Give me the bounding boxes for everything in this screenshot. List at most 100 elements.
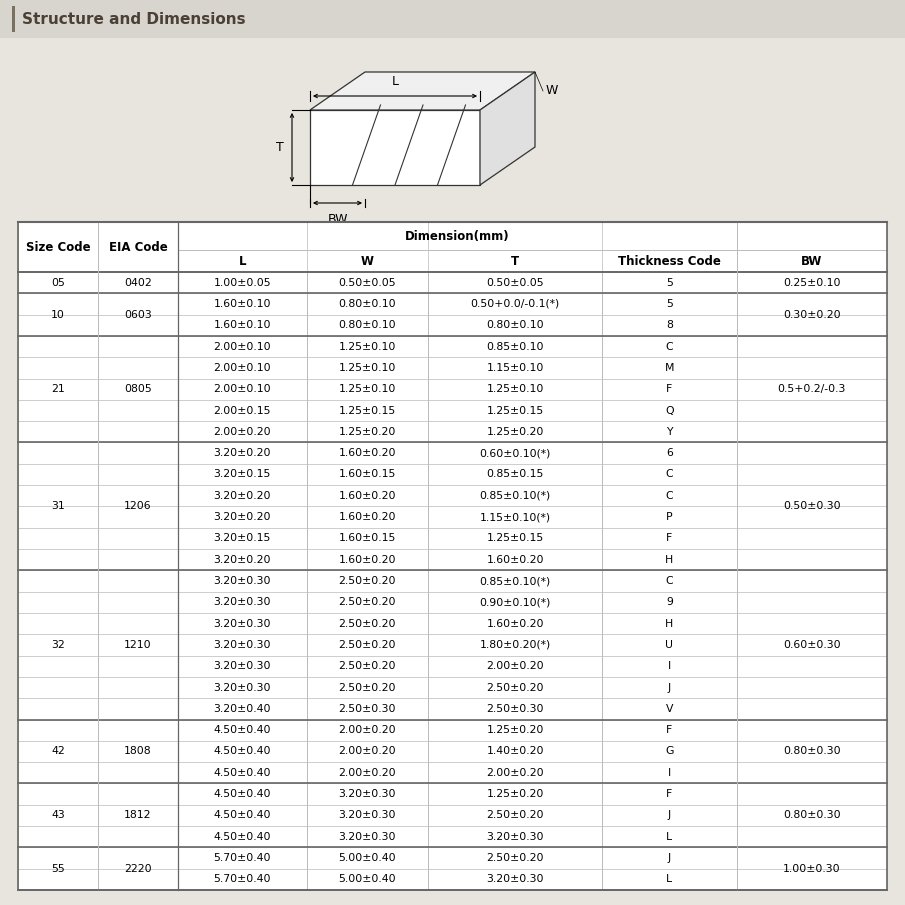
Bar — [12, 6, 15, 32]
Text: F: F — [666, 789, 672, 799]
Text: 3.20±0.30: 3.20±0.30 — [214, 640, 271, 650]
Text: 2.00±0.20: 2.00±0.20 — [214, 427, 271, 437]
Text: 1.25±0.15: 1.25±0.15 — [487, 533, 544, 543]
Text: 1.00±0.30: 1.00±0.30 — [783, 863, 841, 873]
Text: 1.40±0.20: 1.40±0.20 — [486, 747, 544, 757]
Text: 31: 31 — [51, 501, 65, 511]
Text: C: C — [665, 576, 673, 586]
Text: 1.60±0.20: 1.60±0.20 — [486, 555, 544, 565]
Text: 5.00±0.40: 5.00±0.40 — [338, 853, 396, 863]
Text: 2.00±0.20: 2.00±0.20 — [338, 747, 396, 757]
Text: BW: BW — [328, 213, 348, 226]
Text: V: V — [665, 704, 673, 714]
Text: 2.00±0.10: 2.00±0.10 — [214, 341, 271, 351]
Text: 5: 5 — [666, 299, 672, 309]
Text: 42: 42 — [51, 747, 65, 757]
Text: 4.50±0.40: 4.50±0.40 — [214, 789, 271, 799]
Text: J: J — [668, 682, 671, 692]
Text: 1.25±0.15: 1.25±0.15 — [487, 405, 544, 415]
Text: 0.85±0.10(*): 0.85±0.10(*) — [480, 491, 551, 500]
Text: 0.80±0.30: 0.80±0.30 — [783, 810, 841, 821]
Text: F: F — [666, 725, 672, 735]
Text: W: W — [546, 84, 558, 98]
Text: 2.00±0.20: 2.00±0.20 — [338, 725, 396, 735]
Text: L: L — [666, 832, 672, 842]
Text: I: I — [668, 662, 671, 672]
Text: 0805: 0805 — [124, 385, 152, 395]
Bar — [18, 222, 887, 890]
Text: 1.15±0.10(*): 1.15±0.10(*) — [480, 512, 550, 522]
Text: 43: 43 — [51, 810, 65, 821]
Text: 0.5+0.2/-0.3: 0.5+0.2/-0.3 — [777, 385, 846, 395]
Text: 05: 05 — [51, 278, 65, 288]
Text: 32: 32 — [51, 640, 65, 650]
Text: C: C — [665, 470, 673, 480]
Text: 1.60±0.20: 1.60±0.20 — [486, 619, 544, 629]
Text: 3.20±0.30: 3.20±0.30 — [214, 576, 271, 586]
Text: Q: Q — [665, 405, 673, 415]
Text: 1.25±0.20: 1.25±0.20 — [338, 427, 396, 437]
Text: 6: 6 — [666, 448, 672, 458]
Text: H: H — [665, 619, 673, 629]
Text: 1.25±0.10: 1.25±0.10 — [338, 385, 396, 395]
Text: 2.00±0.10: 2.00±0.10 — [214, 363, 271, 373]
Text: 2.50±0.20: 2.50±0.20 — [338, 597, 396, 607]
Text: 5.70±0.40: 5.70±0.40 — [214, 853, 271, 863]
Text: 1.60±0.20: 1.60±0.20 — [338, 555, 396, 565]
Text: G: G — [665, 747, 673, 757]
Text: 1.60±0.20: 1.60±0.20 — [338, 491, 396, 500]
Text: 0603: 0603 — [124, 310, 152, 319]
Text: Thickness Code: Thickness Code — [618, 254, 720, 268]
Text: 0.50±0.05: 0.50±0.05 — [486, 278, 544, 288]
Text: 1.60±0.15: 1.60±0.15 — [338, 470, 396, 480]
Text: 1.60±0.20: 1.60±0.20 — [338, 448, 396, 458]
Text: 55: 55 — [51, 863, 65, 873]
Text: 3.20±0.20: 3.20±0.20 — [214, 491, 271, 500]
Text: 4.50±0.40: 4.50±0.40 — [214, 832, 271, 842]
Text: 2.00±0.20: 2.00±0.20 — [486, 662, 544, 672]
Text: 1.25±0.10: 1.25±0.10 — [486, 385, 544, 395]
Polygon shape — [480, 72, 535, 185]
Text: Size Code: Size Code — [25, 241, 91, 253]
Text: L: L — [666, 874, 672, 884]
Text: 1808: 1808 — [124, 747, 152, 757]
Text: 0.25±0.10: 0.25±0.10 — [783, 278, 841, 288]
Text: C: C — [665, 491, 673, 500]
Text: 0.85±0.10(*): 0.85±0.10(*) — [480, 576, 551, 586]
Text: 5: 5 — [666, 278, 672, 288]
Text: 3.20±0.30: 3.20±0.30 — [338, 789, 396, 799]
Text: 0.60±0.10(*): 0.60±0.10(*) — [480, 448, 551, 458]
Text: 2.50±0.20: 2.50±0.20 — [486, 682, 544, 692]
Text: 1812: 1812 — [124, 810, 152, 821]
Text: 1.60±0.15: 1.60±0.15 — [338, 533, 396, 543]
Text: W: W — [361, 254, 374, 268]
Text: 1206: 1206 — [124, 501, 152, 511]
Text: J: J — [668, 810, 671, 821]
Text: T: T — [511, 254, 519, 268]
Text: H: H — [665, 555, 673, 565]
Text: 3.20±0.30: 3.20±0.30 — [214, 682, 271, 692]
Text: 4.50±0.40: 4.50±0.40 — [214, 767, 271, 777]
Text: Dimension(mm): Dimension(mm) — [405, 230, 510, 243]
Text: 0.90±0.10(*): 0.90±0.10(*) — [480, 597, 551, 607]
Text: M: M — [664, 363, 674, 373]
Text: 3.20±0.30: 3.20±0.30 — [214, 662, 271, 672]
Text: 0.80±0.30: 0.80±0.30 — [783, 747, 841, 757]
Polygon shape — [310, 72, 535, 110]
Text: L: L — [392, 75, 398, 88]
Text: 0.80±0.10: 0.80±0.10 — [338, 320, 396, 330]
Text: 2.50±0.20: 2.50±0.20 — [338, 682, 396, 692]
Text: F: F — [666, 385, 672, 395]
Text: 21: 21 — [51, 385, 65, 395]
Text: 2.50±0.20: 2.50±0.20 — [486, 810, 544, 821]
Text: 1.60±0.10: 1.60±0.10 — [214, 299, 271, 309]
Text: 2.50±0.20: 2.50±0.20 — [486, 853, 544, 863]
Text: 0402: 0402 — [124, 278, 152, 288]
Text: 0.80±0.10: 0.80±0.10 — [486, 320, 544, 330]
Text: 1210: 1210 — [124, 640, 152, 650]
Text: 3.20±0.30: 3.20±0.30 — [214, 597, 271, 607]
Text: 2.50±0.20: 2.50±0.20 — [338, 640, 396, 650]
Bar — [18, 222, 887, 890]
Text: 2220: 2220 — [124, 863, 152, 873]
Text: 5.00±0.40: 5.00±0.40 — [338, 874, 396, 884]
